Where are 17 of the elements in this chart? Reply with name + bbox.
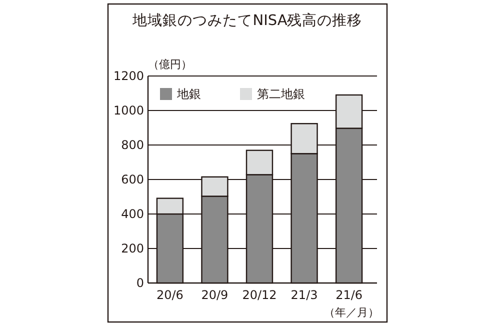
y-tick-label: 1000 <box>113 104 144 118</box>
y-tick-label: 200 <box>121 242 144 256</box>
y-tick-label: 0 <box>136 276 144 290</box>
x-tick-label: 20/12 <box>242 288 277 302</box>
legend-label: 第二地銀 <box>257 87 305 102</box>
x-tick-label: 21/3 <box>290 288 318 302</box>
y-tick-label: 1200 <box>113 69 144 84</box>
x-tick-label: 20/9 <box>201 288 228 302</box>
x-axis-title: （年／月） <box>324 306 379 319</box>
chart-title: 地域銀のつみたてNISA残高の推移 <box>132 12 362 29</box>
x-tick-label: 20/6 <box>156 288 184 302</box>
y-tick-label: 600 <box>121 172 144 187</box>
legend-label: 地銀 <box>176 87 201 102</box>
y-tick-label: 800 <box>121 138 144 152</box>
y-axis-title: （億円） <box>148 58 192 71</box>
y-tick-label: 400 <box>121 207 144 222</box>
x-tick-label: 21/6 <box>336 288 363 302</box>
